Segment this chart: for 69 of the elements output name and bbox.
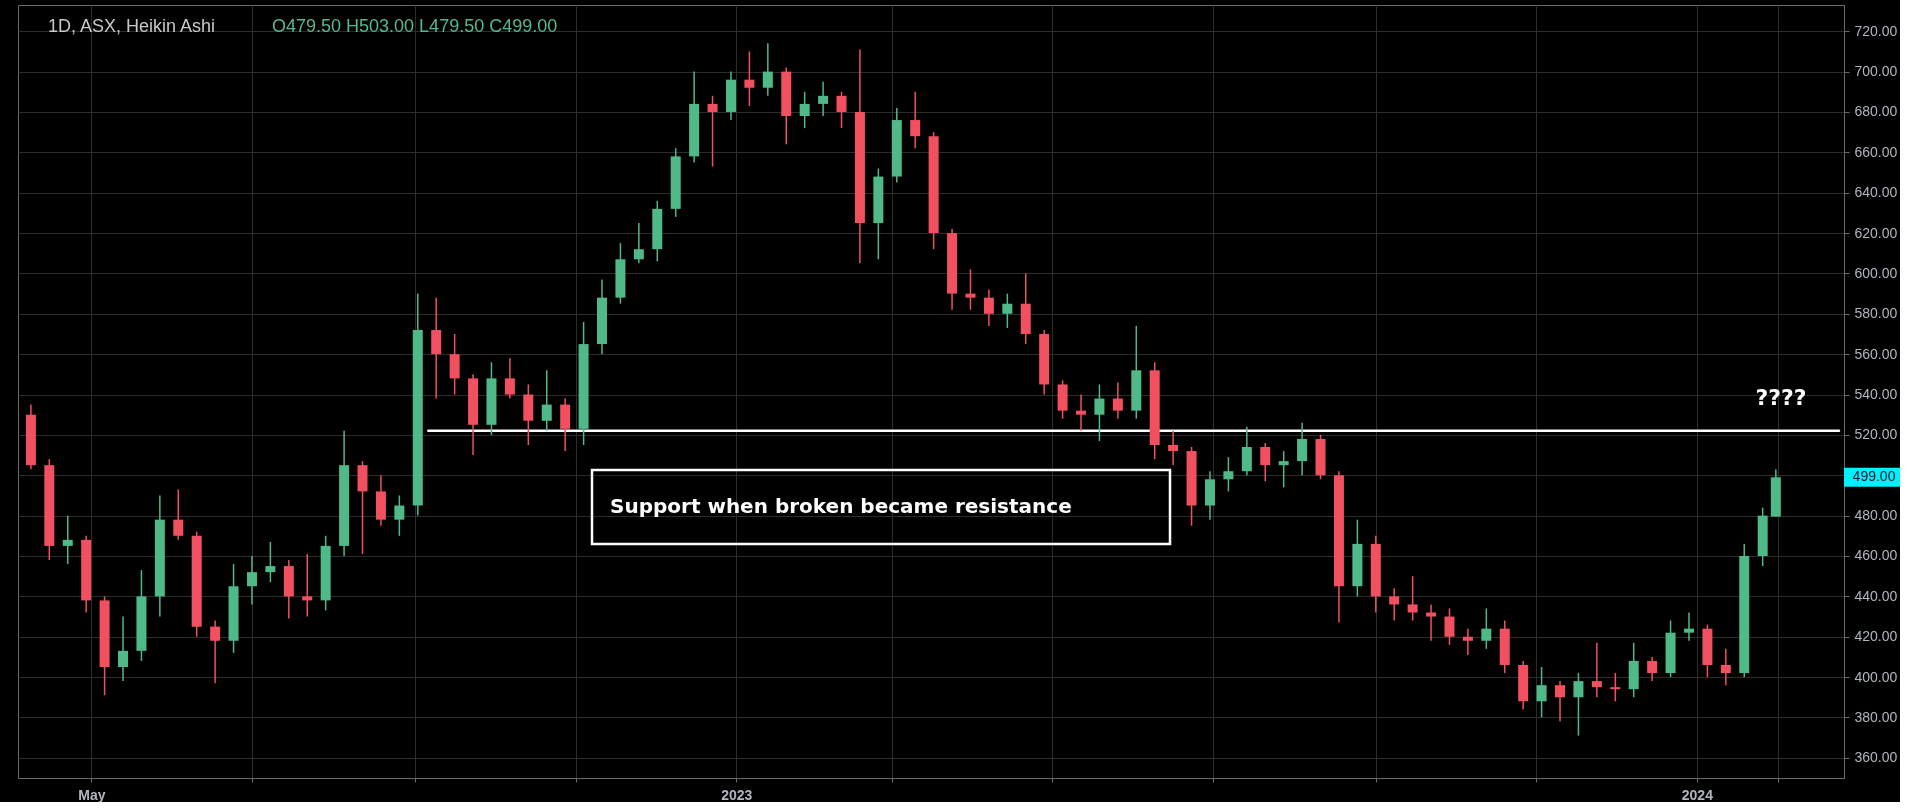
text: O479.50 H503.00 L479.50 C499.00 <box>272 16 558 36</box>
candlestick <box>1094 383 1105 442</box>
candlestick <box>1278 450 1289 489</box>
candlestick <box>1573 672 1584 737</box>
y-tick-label: 360.00 <box>1854 749 1898 766</box>
y-tick-label: 720.00 <box>1854 22 1898 39</box>
candlestick <box>836 91 847 129</box>
candlestick <box>1591 642 1602 699</box>
y-tick-label: 700.00 <box>1854 63 1898 80</box>
y-tick-label: 660.00 <box>1854 143 1898 160</box>
candlestick <box>633 222 644 265</box>
y-tick-label: 400.00 <box>1854 668 1898 685</box>
candlestick <box>1647 656 1658 682</box>
y-tick-label: 380.00 <box>1854 708 1898 725</box>
y-tick-label: 440.00 <box>1854 587 1898 604</box>
candlestick <box>62 514 73 565</box>
candlestick <box>541 369 552 432</box>
candlestick <box>302 553 313 618</box>
candlestick <box>799 91 810 129</box>
candlestick <box>1407 575 1418 622</box>
candlestick <box>1462 627 1473 656</box>
candlestick <box>1481 607 1492 650</box>
candlestick <box>818 80 829 117</box>
text: 1D, ASX, Heikin Ashi <box>48 16 216 36</box>
candlestick <box>1168 430 1179 466</box>
y-tick-label: 680.00 <box>1854 103 1898 120</box>
candlestick <box>983 288 994 327</box>
y-tick-label: 600.00 <box>1854 264 1898 281</box>
candlestick <box>1002 292 1013 329</box>
x-tick-label: May <box>78 786 106 803</box>
candlestick <box>394 494 405 537</box>
candlestick <box>1112 381 1123 420</box>
candlestick <box>744 50 755 107</box>
candlestick <box>1536 666 1547 719</box>
candlestick <box>762 42 773 97</box>
y-tick-label: 620.00 <box>1854 224 1898 241</box>
candlestick <box>1297 422 1308 477</box>
candlestick <box>1720 648 1731 686</box>
y-tick-label: 420.00 <box>1854 628 1898 645</box>
candlestick <box>910 91 921 150</box>
annotation: ???? <box>1755 385 1807 410</box>
candlestick <box>707 95 718 168</box>
candlestick <box>504 357 515 400</box>
y-tick-label: 480.00 <box>1854 507 1898 524</box>
candlestick <box>118 615 129 682</box>
candlestick <box>965 268 976 311</box>
y-tick-label: 560.00 <box>1854 345 1898 362</box>
y-tick-label: 540.00 <box>1854 386 1898 403</box>
candlestick <box>173 488 184 541</box>
y-tick-label: 580.00 <box>1854 305 1898 322</box>
candlestick <box>1444 607 1455 646</box>
candlestick <box>1223 456 1234 493</box>
candlestick <box>210 619 221 684</box>
y-tick-label: 520.00 <box>1854 426 1898 443</box>
y-tick-label: 640.00 <box>1854 184 1898 201</box>
candlestick <box>265 541 276 583</box>
candlestick <box>1610 672 1621 703</box>
candlestick <box>1683 611 1694 642</box>
candlestick <box>1389 587 1400 622</box>
x-tick-label: 2023 <box>721 786 753 803</box>
candlestick <box>246 555 257 606</box>
annotation: Support when broken became resistance <box>610 494 1072 518</box>
candlestick <box>1426 603 1437 642</box>
candlestick <box>1555 680 1566 723</box>
y-tick-label: 460.00 <box>1854 547 1898 564</box>
text: 499.00 <box>1852 468 1896 485</box>
x-tick-label: 2024 <box>1681 786 1714 803</box>
candlestick <box>1260 442 1271 483</box>
candlestick <box>1076 393 1087 432</box>
